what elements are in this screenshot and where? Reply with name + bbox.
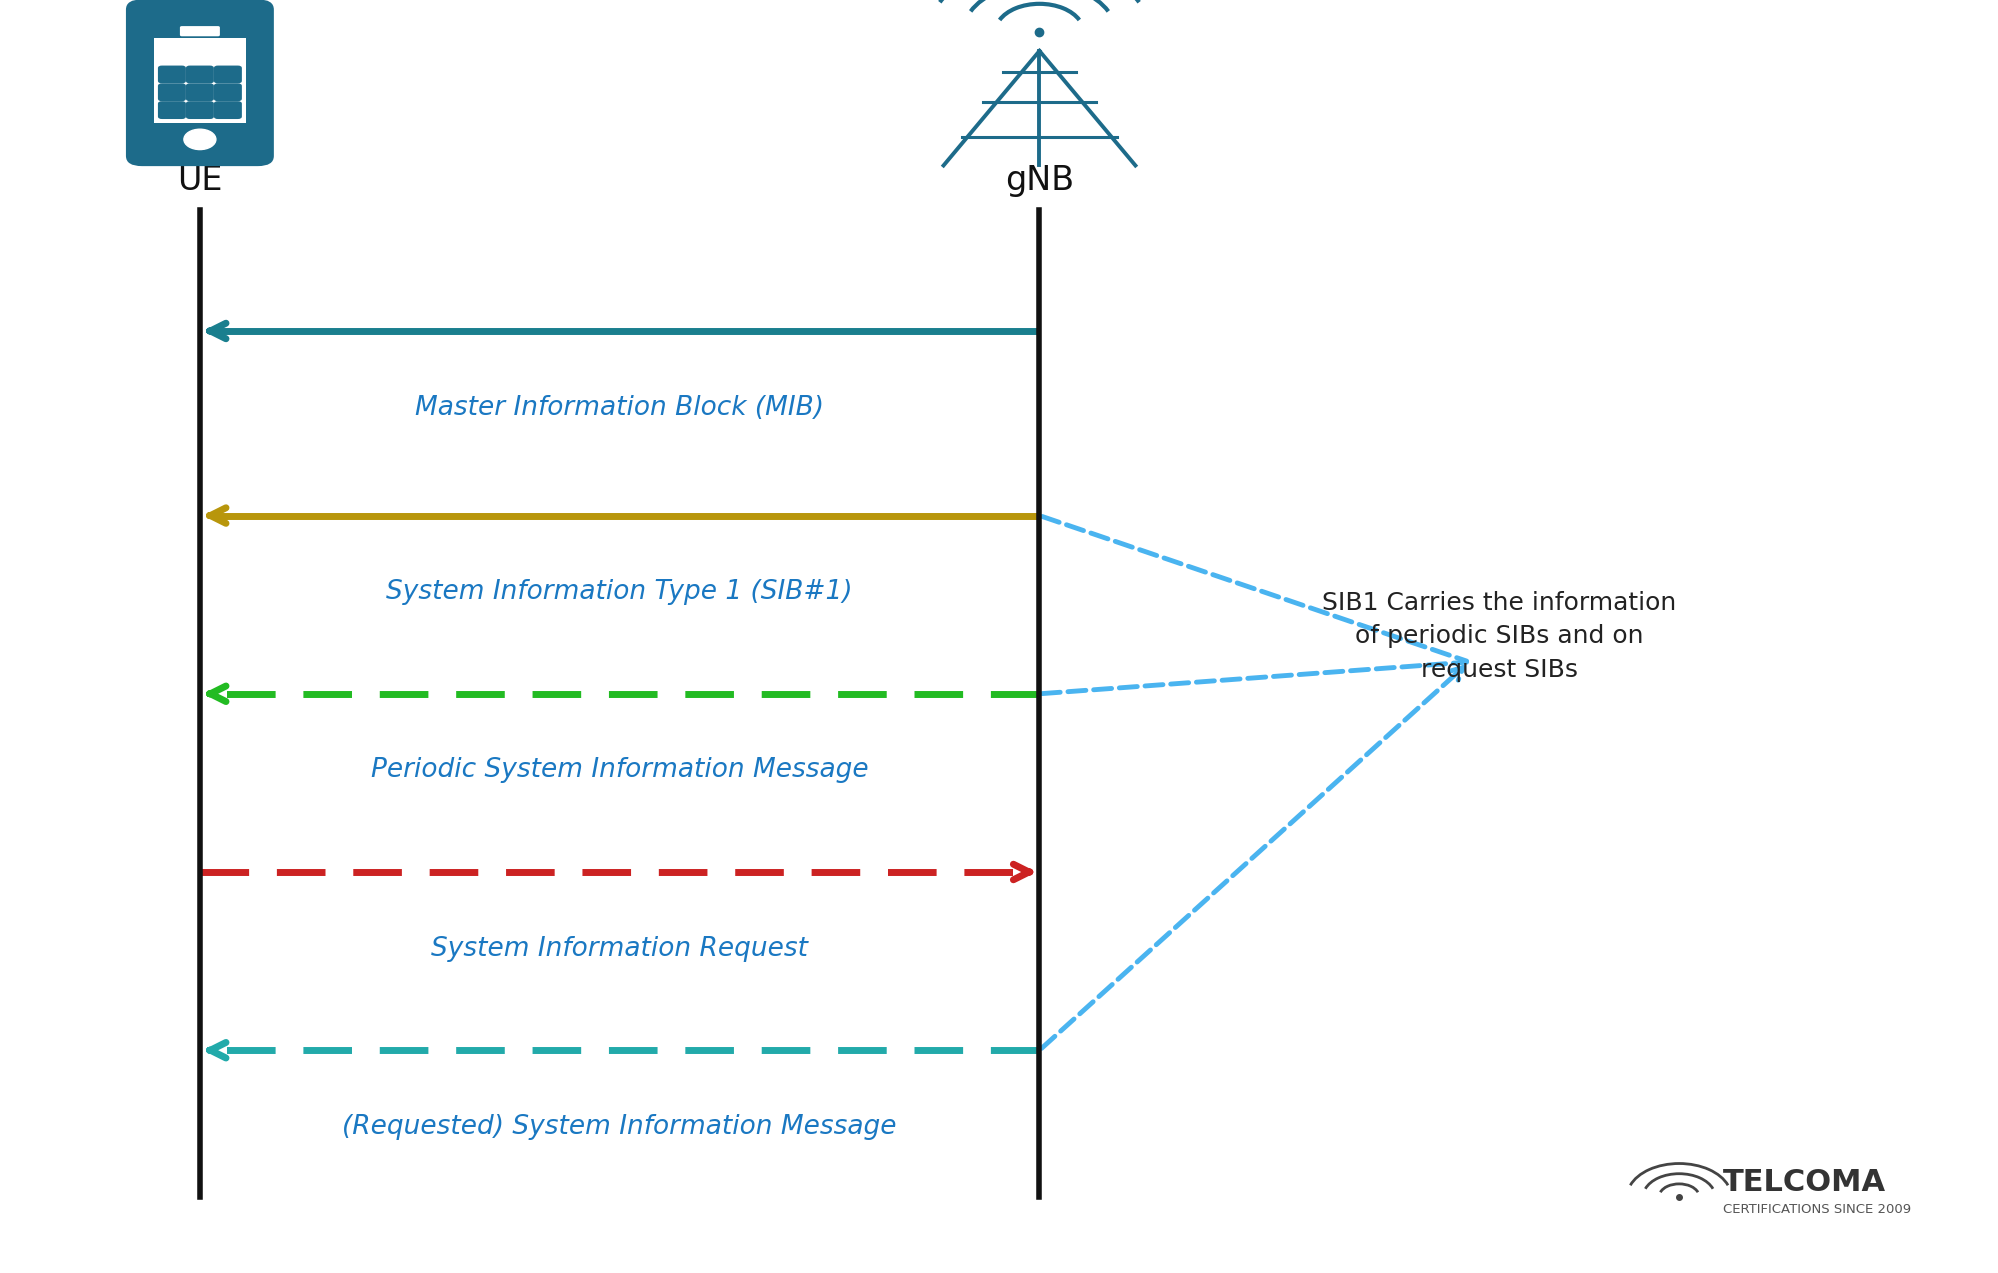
FancyBboxPatch shape xyxy=(214,101,242,118)
Text: (Requested) System Information Message: (Requested) System Information Message xyxy=(342,1114,897,1139)
Text: SIB1 Carries the information
of periodic SIBs and on
request SIBs: SIB1 Carries the information of periodic… xyxy=(1321,591,1676,682)
FancyBboxPatch shape xyxy=(154,37,246,122)
Circle shape xyxy=(184,129,216,149)
Text: Master Information Block (MIB): Master Information Block (MIB) xyxy=(416,395,823,420)
Text: System Information Request: System Information Request xyxy=(432,936,807,961)
FancyBboxPatch shape xyxy=(186,83,214,101)
FancyBboxPatch shape xyxy=(186,65,214,83)
Text: gNB: gNB xyxy=(1005,164,1073,197)
FancyBboxPatch shape xyxy=(186,101,214,118)
FancyBboxPatch shape xyxy=(214,83,242,101)
Text: UE: UE xyxy=(178,164,222,197)
Text: System Information Type 1 (SIB#1): System Information Type 1 (SIB#1) xyxy=(386,579,853,605)
FancyBboxPatch shape xyxy=(180,25,220,36)
Text: Periodic System Information Message: Periodic System Information Message xyxy=(372,757,867,783)
Text: TELCOMA: TELCOMA xyxy=(1722,1169,1886,1197)
FancyBboxPatch shape xyxy=(126,0,274,165)
FancyBboxPatch shape xyxy=(158,65,186,83)
FancyBboxPatch shape xyxy=(158,83,186,101)
FancyBboxPatch shape xyxy=(214,65,242,83)
FancyBboxPatch shape xyxy=(158,101,186,118)
Text: CERTIFICATIONS SINCE 2009: CERTIFICATIONS SINCE 2009 xyxy=(1722,1203,1910,1216)
